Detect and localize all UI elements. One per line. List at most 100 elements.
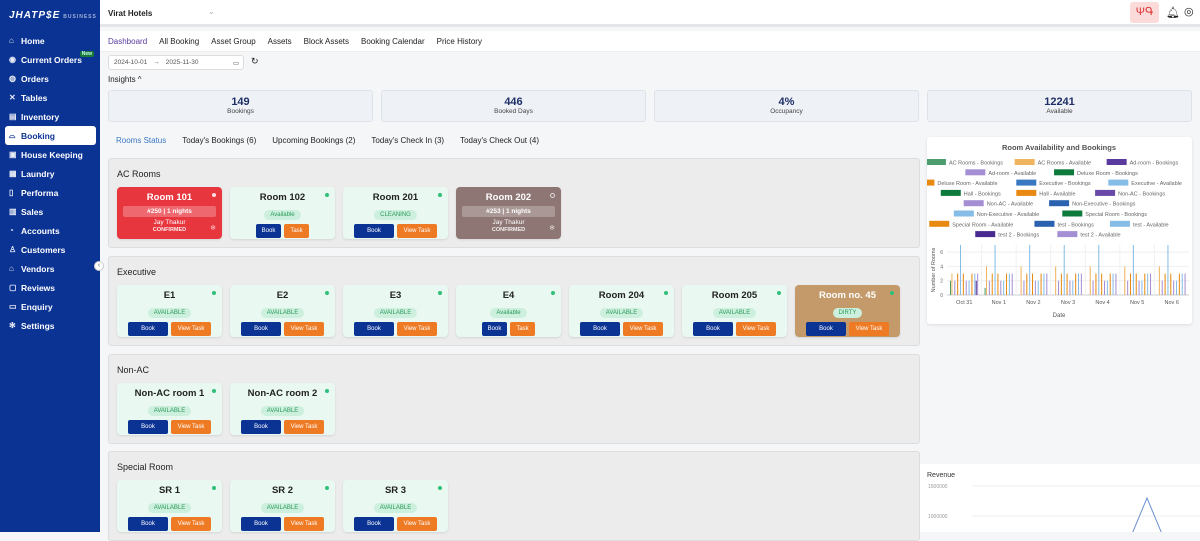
- chevron-down-icon[interactable]: ⌄: [208, 7, 215, 16]
- room-tab[interactable]: Today's Bookings (6): [182, 136, 257, 145]
- view-task-button[interactable]: View Task: [736, 322, 776, 336]
- book-button[interactable]: Book: [354, 517, 394, 531]
- room-card[interactable]: Room 202 #253 | 1 nights Jay Thakur CONFIRM…: [456, 187, 561, 239]
- sidebar-item-enquiry[interactable]: ▭ Enquiry: [5, 297, 96, 316]
- book-button[interactable]: Book: [256, 224, 281, 238]
- start-date[interactable]: 2024-10-01: [114, 59, 148, 66]
- view-task-button[interactable]: View Task: [171, 420, 211, 434]
- room-card[interactable]: Room no. 45 DIRTY Book View Task: [795, 285, 900, 337]
- tables-icon: ✕: [9, 93, 16, 102]
- room-card[interactable]: Room 205 AVAILABLE Book View Task: [682, 285, 787, 337]
- tab-dashboard[interactable]: Dashboard: [108, 37, 148, 46]
- settings-icon[interactable]: [550, 193, 555, 198]
- book-button[interactable]: Book: [241, 420, 281, 434]
- room-name: Room 101: [146, 192, 193, 203]
- view-task-button[interactable]: View Task: [284, 420, 324, 434]
- room-card[interactable]: Non-AC room 1 AVAILABLE Book View Task: [117, 383, 222, 435]
- refresh-icon[interactable]: ↻: [251, 56, 259, 66]
- collapse-sidebar-button[interactable]: ‹: [94, 261, 104, 271]
- sidebar-item-vendors[interactable]: ⌂ Vendors: [5, 259, 96, 278]
- sidebar-item-performa[interactable]: ▯ Performa: [5, 183, 96, 202]
- room-card[interactable]: SR 2 AVAILABLE Book View Task: [230, 480, 335, 532]
- book-button[interactable]: Book: [806, 322, 846, 336]
- bar: [1112, 273, 1114, 295]
- sidebar-item-house-keeping[interactable]: ▣ House Keeping: [5, 145, 96, 164]
- book-button[interactable]: Book: [128, 420, 168, 434]
- sidebar-item-inventory[interactable]: ▤ Inventory: [5, 107, 96, 126]
- user-icon[interactable]: ◎: [1184, 6, 1194, 18]
- book-button[interactable]: Book: [482, 322, 507, 336]
- stat-value: 12241: [1044, 96, 1075, 108]
- orders-icon: ◍: [9, 74, 16, 83]
- bell-icon[interactable]: 🔔︎: [1166, 7, 1180, 19]
- tab-block-assets[interactable]: Block Assets: [303, 37, 350, 46]
- view-task-button[interactable]: View Task: [284, 322, 324, 336]
- view-task-button[interactable]: Task: [510, 322, 535, 336]
- sidebar-item-sales[interactable]: ▥ Sales: [5, 202, 96, 221]
- tab-assets[interactable]: Assets: [267, 37, 292, 46]
- room-tab[interactable]: Upcoming Bookings (2): [272, 136, 356, 145]
- view-task-button[interactable]: View Task: [171, 322, 211, 336]
- insights-toggle[interactable]: Insights ^: [108, 75, 142, 84]
- book-button[interactable]: Book: [580, 322, 620, 336]
- view-task-button[interactable]: View Task: [397, 322, 437, 336]
- room-card[interactable]: Room 102 Available Book Task: [230, 187, 335, 239]
- tab-booking-calendar[interactable]: Booking Calendar: [361, 37, 425, 46]
- sidebar-item-reviews[interactable]: ▢ Reviews: [5, 278, 96, 297]
- view-task-button[interactable]: Task: [284, 224, 309, 238]
- bar: [1060, 273, 1062, 295]
- end-date[interactable]: 2025-11-30: [165, 59, 199, 66]
- view-task-button[interactable]: View Task: [171, 517, 211, 531]
- bar: [1032, 273, 1034, 295]
- book-button[interactable]: Book: [354, 224, 394, 238]
- booking-status: CONFIRMED: [491, 227, 526, 233]
- room-card[interactable]: E4 Available Book Task: [456, 285, 561, 337]
- status-dot: [438, 193, 442, 197]
- room-tab[interactable]: Rooms Status: [116, 136, 167, 145]
- book-button[interactable]: Book: [354, 322, 394, 336]
- book-button[interactable]: Book: [128, 322, 168, 336]
- room-tab[interactable]: Today's Check Out (4): [460, 136, 539, 145]
- sidebar-item-accounts[interactable]: ◔ Accounts: [5, 221, 96, 240]
- card-actions: Book View Task: [230, 517, 335, 531]
- room-card[interactable]: Room 101 #250 | 1 nights Jay Thakur CONFIRM…: [117, 187, 222, 239]
- room-card[interactable]: E2 AVAILABLE Book View Task: [230, 285, 335, 337]
- tab-asset-group[interactable]: Asset Group: [211, 37, 256, 46]
- view-task-button[interactable]: View Task: [397, 224, 437, 238]
- sidebar-item-current-orders[interactable]: ◉ Current Orders New: [5, 50, 96, 69]
- view-task-button[interactable]: View Task: [849, 322, 889, 336]
- sidebar-item-booking[interactable]: ⌓ Booking: [5, 126, 96, 145]
- tab-price-history[interactable]: Price History: [436, 37, 482, 46]
- legend-swatch: [1109, 220, 1130, 227]
- book-button[interactable]: Book: [128, 517, 168, 531]
- room-card[interactable]: Non-AC room 2 AVAILABLE Book View Task: [230, 383, 335, 435]
- status-badge: AVAILABLE: [147, 406, 192, 416]
- book-button[interactable]: Book: [241, 517, 281, 531]
- status-badge: AVAILABLE: [260, 503, 305, 513]
- hotel-selector[interactable]: Virat Hotels: [108, 9, 153, 18]
- view-task-button[interactable]: View Task: [623, 322, 663, 336]
- status-dot: [664, 291, 668, 295]
- room-card[interactable]: E1 AVAILABLE Book View Task: [117, 285, 222, 337]
- sidebar-item-orders[interactable]: ◍ Orders: [5, 69, 96, 88]
- room-card[interactable]: Room 204 AVAILABLE Book View Task: [569, 285, 674, 337]
- room-card[interactable]: SR 1 AVAILABLE Book View Task: [117, 480, 222, 532]
- sidebar-item-laundry[interactable]: ▦ Laundry: [5, 164, 96, 183]
- date-range-picker[interactable]: 2024-10-01 → 2025-11-30 ▭: [108, 55, 244, 70]
- view-task-button[interactable]: View Task: [284, 517, 324, 531]
- section-title: Non-AC: [117, 365, 150, 375]
- sidebar-item-settings[interactable]: ✻ Settings: [5, 316, 96, 335]
- room-tab[interactable]: Today's Check In (3): [371, 136, 445, 145]
- book-button[interactable]: Book: [693, 322, 733, 336]
- room-card[interactable]: Room 201 CLEANING Book View Task: [343, 187, 448, 239]
- restaurant-icon[interactable]: ΨԳ: [1130, 2, 1159, 23]
- sidebar-item-tables[interactable]: ✕ Tables: [5, 88, 96, 107]
- room-card[interactable]: SR 3 AVAILABLE Book View Task: [343, 480, 448, 532]
- tab-all-booking[interactable]: All Booking: [159, 37, 200, 46]
- sidebar-item-customers[interactable]: ♙ Customers: [5, 240, 96, 259]
- calendar-icon[interactable]: ▭: [232, 59, 239, 67]
- room-card[interactable]: E3 AVAILABLE Book View Task: [343, 285, 448, 337]
- sidebar-item-home[interactable]: ⌂ Home: [5, 31, 96, 50]
- book-button[interactable]: Book: [241, 322, 281, 336]
- view-task-button[interactable]: View Task: [397, 517, 437, 531]
